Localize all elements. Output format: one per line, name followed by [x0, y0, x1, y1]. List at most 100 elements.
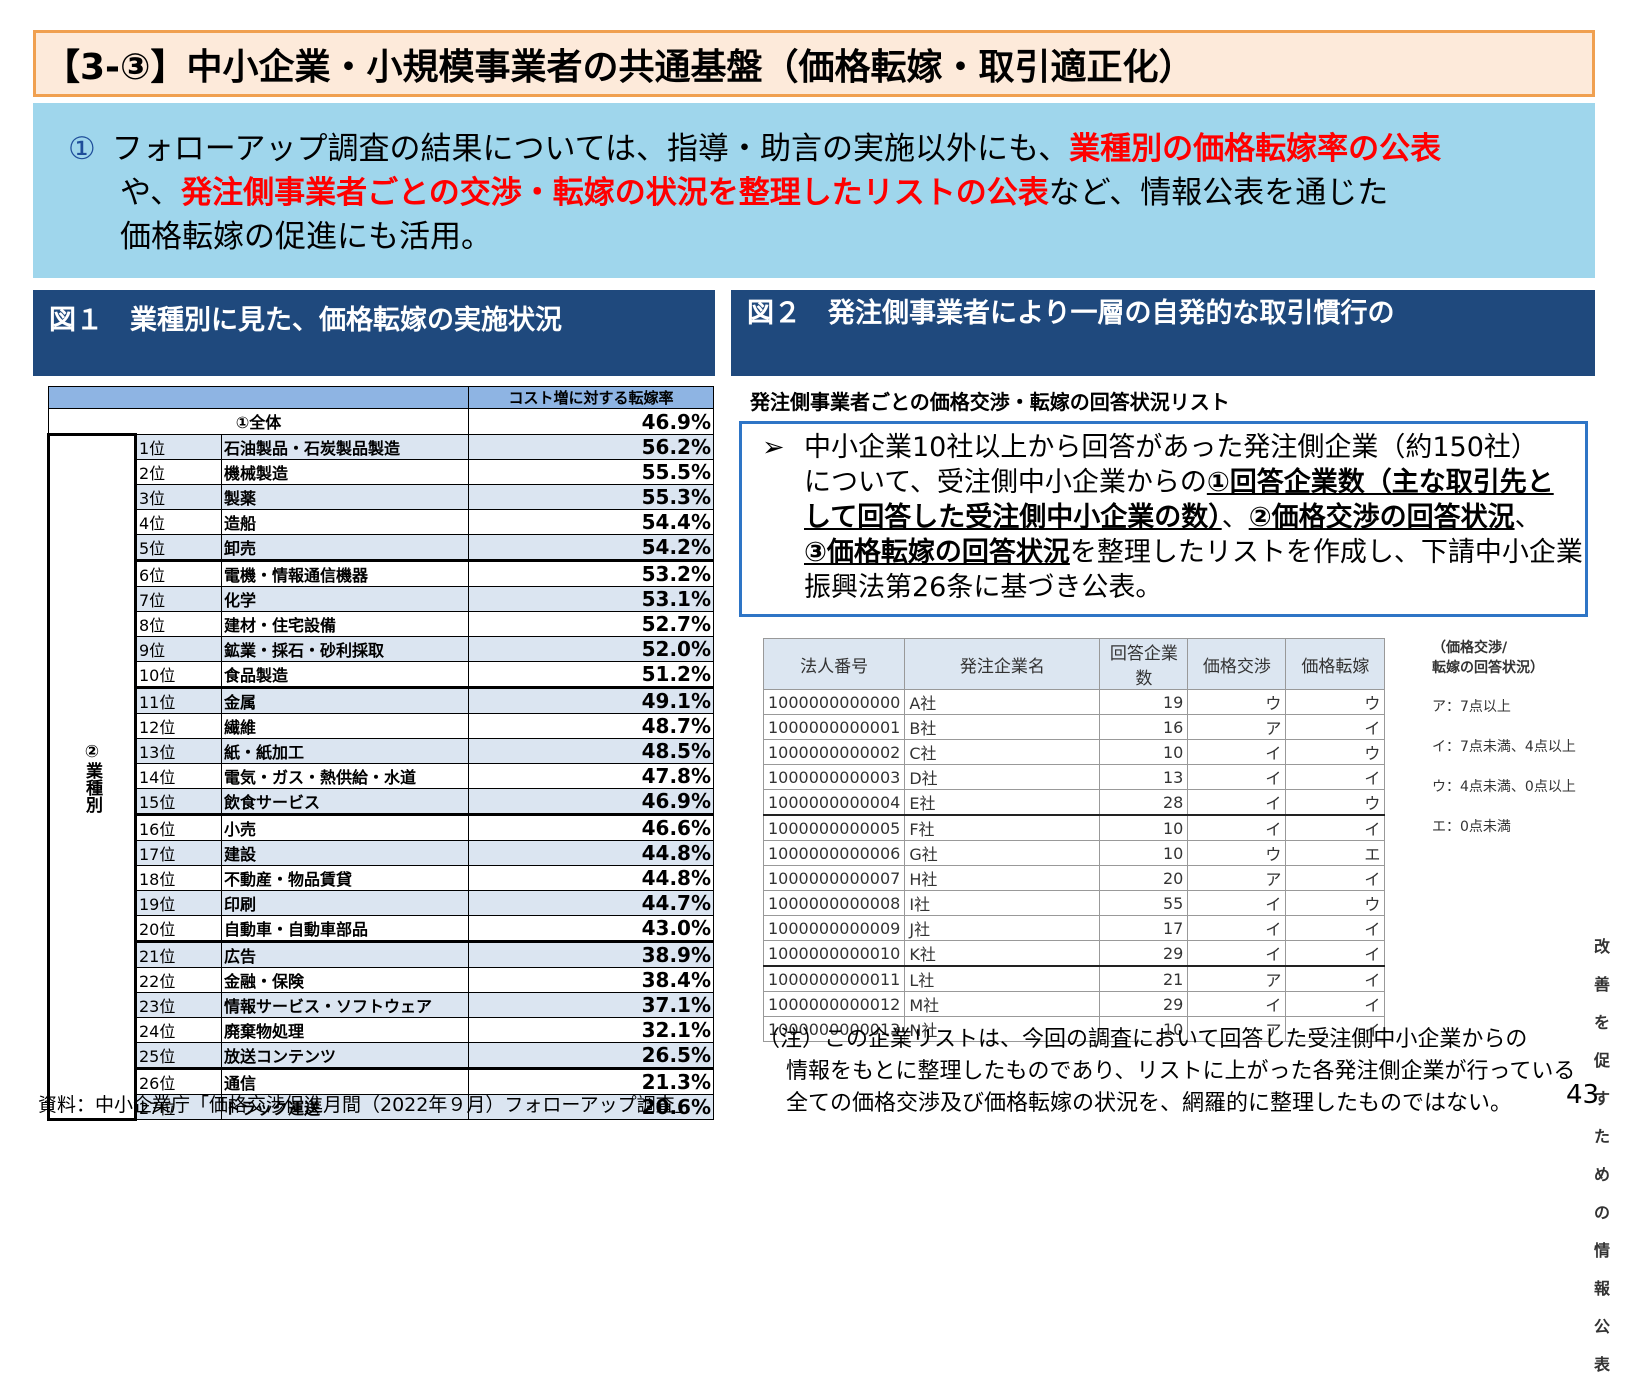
- desc-line-4: ③価格転嫁の回答状況を整理したリストを作成し、下請中小企業: [762, 535, 1585, 570]
- rank: 25位: [134, 1042, 223, 1069]
- legend-item: ア：7点以上: [1432, 699, 1511, 715]
- arrow-bullet-icon: ➢: [762, 432, 785, 463]
- fig1-heading: 図１ 業種別に見た、価格転嫁の実施状況: [33, 290, 715, 376]
- overall-value: 46.9%: [468, 408, 714, 435]
- respondent-count: 29: [1099, 991, 1189, 1017]
- rate-value: 26.5%: [468, 1042, 714, 1069]
- summary-text: など、情報公表を通じた: [1048, 175, 1389, 211]
- rank: 15位: [134, 788, 223, 815]
- respondent-count: 13: [1099, 764, 1189, 790]
- desc-text: を整理したリストを作成し、下請中小企業: [1069, 537, 1583, 568]
- table-row: 1000000000006 G社 10 ウエ: [762, 840, 1386, 866]
- desc-emphasis: ③価格転嫁の回答状況: [804, 537, 1070, 568]
- table-row: 21位 広告 38.9%: [49, 940, 714, 968]
- industry-name: 情報サービス・ソフトウェア: [221, 992, 470, 1018]
- pass-through-rating: ウ: [1285, 689, 1386, 715]
- corporate-number: 1000000000004: [762, 789, 906, 816]
- rate-value: 37.1%: [468, 992, 714, 1018]
- table-row: 1000000000012 M社 29 イイ: [762, 991, 1386, 1017]
- table-row: 8位 建材・住宅設備 52.7%: [49, 611, 714, 637]
- industry-name: 製薬: [221, 484, 470, 510]
- negotiation-rating: イ: [1187, 739, 1287, 765]
- rank: 5位: [134, 534, 223, 561]
- column-header: 価格転嫁: [1285, 638, 1386, 690]
- rank: 24位: [134, 1017, 223, 1043]
- industry-name: 飲食サービス: [221, 788, 470, 815]
- table-row: 24位 廃棄物処理 32.1%: [49, 1017, 714, 1043]
- slide-title-box: 【3-③】中小企業・小規模事業者の共通基盤（価格転嫁・取引適正化）: [33, 30, 1595, 97]
- rank: 11位: [134, 686, 223, 714]
- rate-value: 53.1%: [468, 586, 714, 612]
- industry-name: 金融・保険: [221, 967, 470, 993]
- table-row: 12位 繊維 48.7%: [49, 713, 714, 739]
- respondent-count: 19: [1099, 689, 1189, 715]
- pass-through-rating: イ: [1285, 865, 1386, 891]
- corporate-number: 1000000000001: [762, 714, 906, 740]
- table-row: 11位 金属 49.1%: [49, 686, 714, 714]
- pass-through-rating: イ: [1285, 915, 1386, 941]
- corporate-number: 1000000000009: [762, 915, 906, 941]
- industry-name: 紙・紙加工: [221, 738, 470, 764]
- rate-value: 38.4%: [468, 967, 714, 993]
- negotiation-rating: ア: [1187, 714, 1287, 740]
- corporate-number: 1000000000000: [762, 689, 906, 715]
- industry-name: 機械製造: [221, 459, 470, 485]
- corporate-number: 1000000000003: [762, 764, 906, 790]
- summary-text: 価格転嫁の促進にも活用。: [120, 219, 492, 255]
- company-rows: 1000000000000 A社 19 ウウ 1000000000001 B社 16 アイ 10…: [762, 689, 1386, 1042]
- company-name: J社: [904, 915, 1101, 941]
- industry-name: 繊維: [221, 713, 470, 739]
- pass-through-rating: イ: [1285, 764, 1386, 790]
- negotiation-rating: ウ: [1187, 840, 1287, 866]
- table-row: 6位 電機・情報通信機器 53.2%: [49, 559, 714, 587]
- desc-text: 中小企業10社以上から回答があった発注側企業（約150社）: [804, 432, 1538, 463]
- table-row: 26位 通信 21.3%: [49, 1067, 714, 1095]
- desc-line-5: 振興法第26条に基づき公表。: [762, 570, 1585, 605]
- rank: 18位: [134, 865, 223, 891]
- slide-title: 【3-③】中小企業・小規模事業者の共通基盤（価格転嫁・取引適正化）: [44, 46, 1195, 88]
- corporate-number: 1000000000011: [762, 965, 906, 992]
- table-row: 1000000000002 C社 10 イウ: [762, 739, 1386, 765]
- rate-value: 32.1%: [468, 1017, 714, 1043]
- summary-line-1: ① フォローアップ調査の結果については、指導・助言の実施以外にも、業種別の価格転嫁…: [68, 127, 1595, 171]
- rate-value: 48.7%: [468, 713, 714, 739]
- column-header: 回答企業数: [1099, 638, 1189, 690]
- industry-name: 自動車・自動車部品: [221, 915, 470, 942]
- table-row: 22位 金融・保険 38.4%: [49, 967, 714, 993]
- overall-label: ①全体: [47, 408, 470, 435]
- pass-through-rating: ウ: [1285, 739, 1386, 765]
- company-name: B社: [904, 714, 1101, 740]
- table-row: 1000000000007 H社 20 アイ: [762, 865, 1386, 891]
- negotiation-rating: イ: [1187, 764, 1287, 790]
- table-row: 16位 小売 46.6%: [49, 813, 714, 841]
- industry-name: 金属: [221, 686, 470, 714]
- negotiation-rating: ア: [1187, 865, 1287, 891]
- desc-line-3: して回答した受注側中小企業の数）、②価格交渉の回答状況、: [762, 500, 1585, 535]
- summary-text: や、: [120, 175, 182, 211]
- company-name: E社: [904, 789, 1101, 816]
- table-row: 1000000000001 B社 16 アイ: [762, 714, 1386, 740]
- rate-value: 52.0%: [468, 636, 714, 662]
- rank: 13位: [134, 738, 223, 764]
- rate-value: 44.7%: [468, 890, 714, 916]
- rank: 19位: [134, 890, 223, 916]
- table-row: 19位 印刷 44.7%: [49, 890, 714, 916]
- source-note: 資料：中小企業庁「価格交渉促進月間（2022年９月）フォローアップ調査」: [38, 1094, 694, 1116]
- rank: 1位: [134, 434, 223, 460]
- summary-highlight: 発注側事業者ごとの交渉・転嫁の状況を整理したリストの公表: [181, 175, 1049, 211]
- table-row: 3位 製薬 55.3%: [49, 484, 714, 510]
- industry-name: 卸売: [221, 534, 470, 561]
- negotiation-rating: イ: [1187, 814, 1287, 841]
- rate-value: 54.2%: [468, 534, 714, 561]
- footnote-line: 全ての価格交渉及び価格転嫁の状況を、網羅的に整理したものではない。: [786, 1091, 1513, 1116]
- rank: 27位: [134, 1094, 223, 1120]
- circled-number: ①: [68, 131, 96, 167]
- respondent-count: 29: [1099, 940, 1189, 967]
- table-row: 1000000000005 F社 10 イイ: [762, 814, 1386, 841]
- company-name: M社: [904, 991, 1101, 1017]
- table-row: 23位 情報サービス・ソフトウェア 37.1%: [49, 992, 714, 1018]
- summary-line-3: 価格転嫁の促進にも活用。: [68, 215, 1595, 259]
- industry-name: 広告: [221, 940, 470, 968]
- negotiation-rating: ア: [1187, 965, 1287, 992]
- corporate-number: 1000000000013: [762, 1016, 906, 1042]
